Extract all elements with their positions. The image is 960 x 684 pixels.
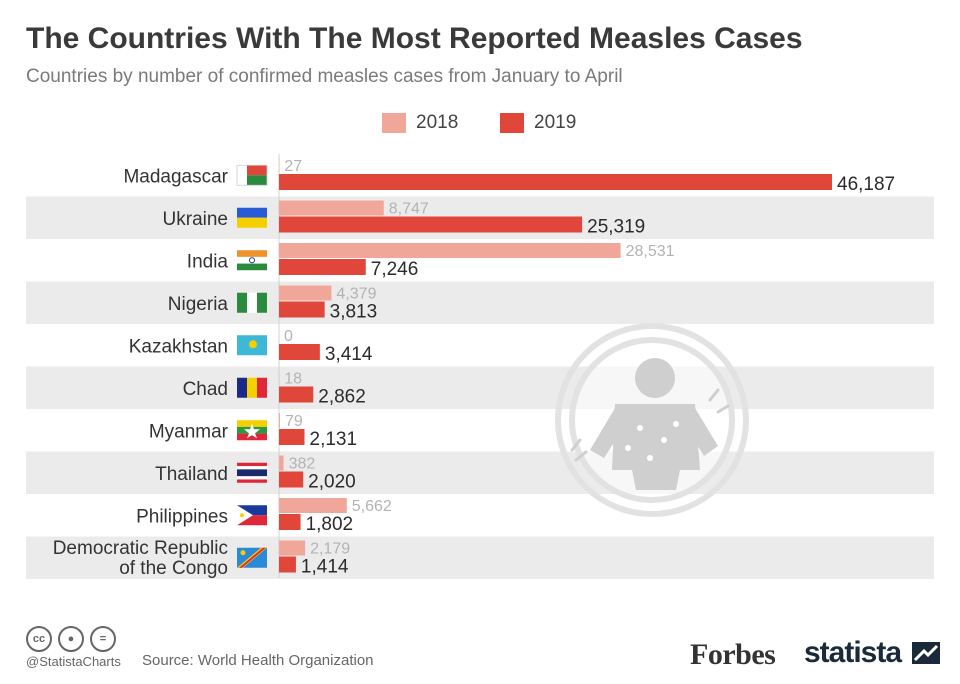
flag-kazakhstan-icon xyxy=(237,335,267,356)
row-band xyxy=(26,281,934,324)
source-note: Source: World Health Organization xyxy=(142,652,374,669)
bar-2018-india xyxy=(279,243,621,258)
bar-2019-nigeria xyxy=(279,301,325,318)
value-label-2018: 8,747 xyxy=(389,201,429,218)
flag-dr-congo-icon xyxy=(237,547,267,568)
bar-2018-nigeria xyxy=(279,285,332,301)
chart-title: The Countries With The Most Reported Mea… xyxy=(26,22,803,55)
statista-handle: @StatistaCharts xyxy=(26,654,121,669)
value-label-2018: 18 xyxy=(284,371,302,388)
flag-myanmar-icon xyxy=(237,420,267,441)
row-band xyxy=(26,536,934,579)
bar-2019-ukraine xyxy=(279,216,583,233)
value-label-2019: 1,414 xyxy=(301,557,349,578)
legend-item-2019: 2019 xyxy=(500,112,576,134)
row-band xyxy=(26,366,934,409)
forbes-logo: Forbes xyxy=(690,638,776,671)
bar-2019-myanmar xyxy=(279,429,305,445)
statista-logo: statista xyxy=(804,636,941,670)
legend-swatch-2018 xyxy=(382,113,406,133)
flag-thailand-icon xyxy=(237,462,267,483)
bar-2018-democratic-republic-of-the-congo xyxy=(279,540,306,556)
value-label-2019: 46,187 xyxy=(837,174,895,195)
bar-2019-india xyxy=(279,259,366,275)
bar-2019-madagascar xyxy=(279,174,832,190)
value-label-2018: 79 xyxy=(285,413,303,430)
row-band xyxy=(26,451,934,494)
row-label-myanmar: Myanmar xyxy=(149,421,229,442)
bar-2019-kazakhstan xyxy=(279,344,320,360)
value-label-2019: 25,319 xyxy=(587,217,645,238)
value-label-2019: 1,802 xyxy=(306,514,354,535)
value-label-2018: 0 xyxy=(284,328,293,345)
statista-wordmark: statista xyxy=(804,636,902,669)
legend-swatch-2019 xyxy=(500,113,524,133)
value-label-2018: 27 xyxy=(284,158,302,175)
row-label-india: India xyxy=(187,251,229,272)
value-label-2019: 3,414 xyxy=(325,344,373,365)
flag-philippines-icon xyxy=(237,505,267,526)
row-label-thailand: Thailand xyxy=(155,464,228,485)
row-label-madagascar: Madagascar xyxy=(123,166,228,187)
bar-2018-ukraine xyxy=(279,200,384,216)
chart-subtitle: Countries by number of confirmed measles… xyxy=(26,66,623,87)
value-label-2018: 382 xyxy=(289,456,316,473)
value-label-2019: 2,862 xyxy=(318,387,366,408)
cc-icon: cc xyxy=(26,626,52,652)
value-label-2019: 2,131 xyxy=(310,429,358,450)
statista-mark-icon xyxy=(912,642,941,664)
bar-2018-myanmar xyxy=(279,413,280,428)
row-label-chad: Chad xyxy=(183,379,228,400)
bar-2019-democratic-republic-of-the-congo xyxy=(279,556,296,573)
value-label-2018: 28,531 xyxy=(626,243,675,260)
flag-ukraine-icon xyxy=(237,207,267,228)
value-label-2018: 5,662 xyxy=(352,498,392,515)
legend-label-2018: 2018 xyxy=(416,112,459,133)
legend-label-2019: 2019 xyxy=(534,112,577,133)
value-label-2019: 2,020 xyxy=(308,472,356,493)
flag-india-icon xyxy=(237,250,267,271)
row-label-kazakhstan: Kazakhstan xyxy=(129,336,228,357)
flag-chad-icon xyxy=(237,377,267,398)
measles-patient-icon xyxy=(555,323,749,517)
attribution-icon: ● xyxy=(58,626,84,652)
value-label-2019: 7,246 xyxy=(371,259,419,280)
row-label-democratic-republic-of-the-congo: Democratic Republic of the Congo xyxy=(53,538,228,579)
row-label-nigeria: Nigeria xyxy=(168,294,229,315)
value-label-2018: 2,179 xyxy=(310,541,350,558)
bar-2019-philippines xyxy=(279,514,301,530)
row-label-philippines: Philippines xyxy=(136,506,228,527)
bar-2019-thailand xyxy=(279,471,304,488)
value-label-2019: 3,813 xyxy=(330,302,378,323)
no-derivatives-icon: = xyxy=(90,626,116,652)
value-label-2018: 4,379 xyxy=(336,286,376,303)
bar-2018-thailand xyxy=(279,455,284,471)
bar-2019-chad xyxy=(279,386,314,403)
flag-madagascar-icon xyxy=(236,164,268,186)
flag-nigeria-icon xyxy=(237,292,267,313)
bar-2018-philippines xyxy=(279,498,347,513)
legend-item-2018: 2018 xyxy=(382,112,458,134)
row-label-ukraine: Ukraine xyxy=(163,209,228,230)
